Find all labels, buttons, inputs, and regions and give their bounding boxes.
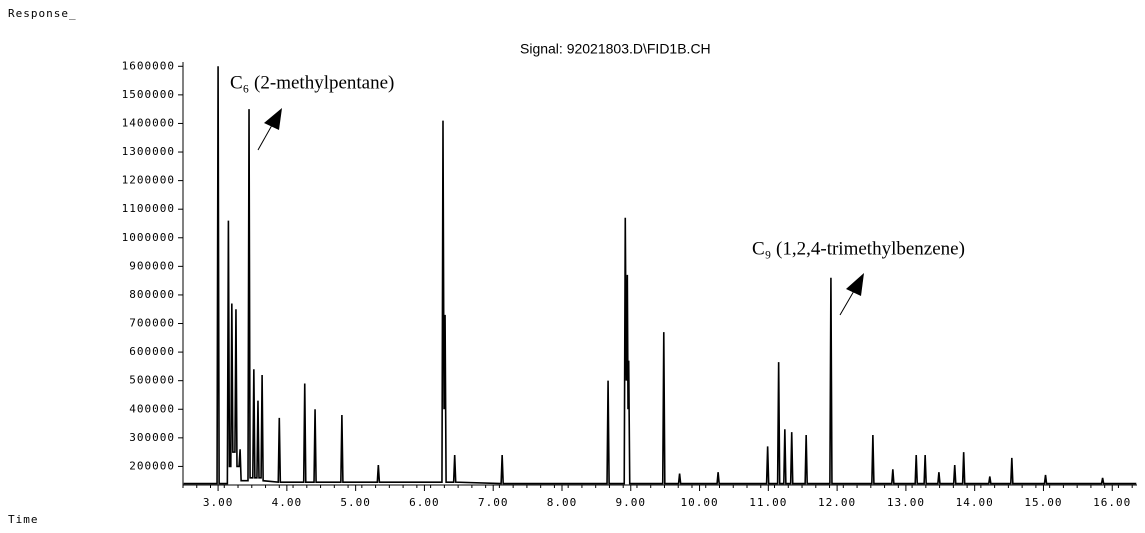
y-tick-label: 1200000 (122, 174, 175, 187)
x-tick-label: 15.00 (1024, 496, 1062, 509)
y-tick-label: 1100000 (122, 202, 175, 215)
x-tick-label: 5.00 (340, 496, 371, 509)
x-tick-label: 11.00 (749, 496, 787, 509)
y-tick-label: 700000 (129, 317, 175, 330)
x-tick-label: 4.00 (272, 496, 303, 509)
x-tick-label: 16.00 (1093, 496, 1131, 509)
x-tick-label: 9.00 (616, 496, 647, 509)
y-tick-label: 1500000 (122, 88, 175, 101)
x-tick-label: 3.00 (203, 496, 234, 509)
annotation: C₆ (2-methylpentane) (230, 72, 394, 93)
x-tick-label: 13.00 (887, 496, 925, 509)
y-tick-label: 1300000 (122, 145, 175, 158)
arrow-head (846, 273, 864, 296)
x-tick-label: 6.00 (409, 496, 440, 509)
y-tick-label: 900000 (129, 259, 175, 272)
chart-title: Signal: 92021803.D\FID1B.CH (520, 41, 711, 57)
x-tick-label: 8.00 (547, 496, 578, 509)
y-tick-label: 1600000 (122, 59, 175, 72)
y-tick-label: 200000 (129, 459, 175, 472)
x-tick-label: 14.00 (956, 496, 994, 509)
annotation: C₉ (1,2,4-trimethylbenzene) (752, 238, 965, 259)
y-tick-label: 500000 (129, 374, 175, 387)
y-tick-label: 800000 (129, 288, 175, 301)
x-tick-label: 7.00 (478, 496, 509, 509)
arrow-head (264, 108, 282, 130)
x-tick-label: 10.00 (680, 496, 718, 509)
y-axis-label: Response_ (8, 7, 77, 20)
y-tick-label: 1400000 (122, 116, 175, 129)
y-tick-label: 600000 (129, 345, 175, 358)
y-tick-label: 300000 (129, 431, 175, 444)
y-tick-label: 1000000 (122, 231, 175, 244)
signal-line (183, 66, 1137, 485)
x-axis-label: Time (8, 513, 39, 526)
x-tick-label: 12.00 (818, 496, 856, 509)
y-tick-label: 400000 (129, 402, 175, 415)
